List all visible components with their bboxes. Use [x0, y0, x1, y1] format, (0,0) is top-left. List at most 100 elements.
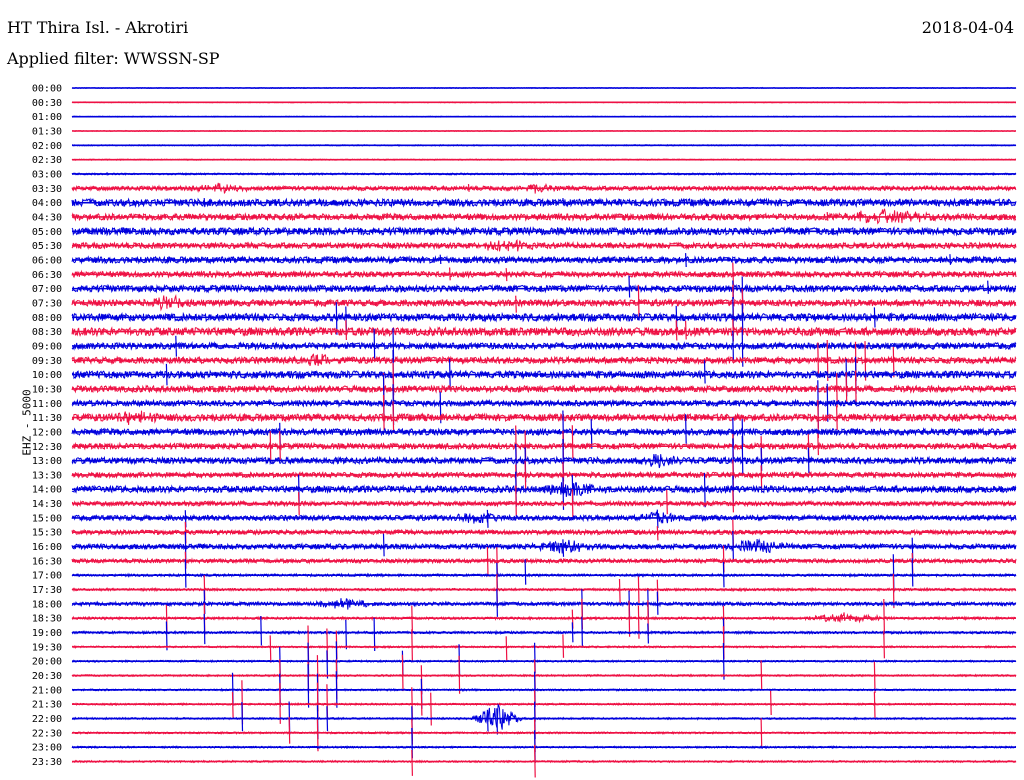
event-spike: [345, 320, 347, 341]
event-spike: [486, 546, 489, 577]
event-spike: [581, 616, 583, 648]
event-spike: [883, 198, 885, 207]
event-spike: [590, 419, 593, 449]
event-spike: [703, 360, 706, 384]
event-spike: [656, 509, 659, 529]
event-spike: [637, 284, 640, 318]
time-label: 18:30: [32, 614, 62, 625]
event-spike: [826, 383, 829, 422]
event-spike: [637, 576, 640, 606]
event-spike: [345, 619, 347, 650]
time-label: 09:00: [32, 341, 62, 352]
time-label: 11:00: [32, 399, 62, 410]
time-label: 22:00: [32, 714, 62, 725]
event-spike: [401, 654, 404, 692]
event-spike: [987, 280, 989, 294]
event-spike: [411, 605, 413, 634]
event-spike: [883, 598, 885, 635]
event-spike: [411, 629, 413, 663]
event-spike: [335, 671, 338, 708]
time-label: 06:30: [32, 270, 62, 281]
event-spike: [656, 591, 659, 615]
event-spike: [817, 342, 819, 376]
event-spike: [732, 330, 734, 361]
trace-line: [71, 482, 1017, 497]
time-label: 20:30: [32, 671, 62, 682]
time-label: 13:00: [32, 456, 62, 467]
time-label: 12:00: [32, 427, 62, 438]
trace-line: [71, 612, 1016, 624]
event-spike: [326, 650, 329, 679]
time-label: 20:00: [32, 657, 62, 668]
event-spike: [685, 253, 687, 268]
event-spike: [807, 447, 810, 474]
event-spike: [628, 275, 631, 298]
event-spike: [382, 533, 385, 557]
time-label: 22:30: [32, 728, 62, 739]
time-label: 14:30: [32, 499, 62, 510]
event-spike: [505, 636, 508, 662]
event-spike: [675, 320, 678, 341]
event-spike: [165, 621, 168, 651]
time-label: 19:30: [32, 642, 62, 653]
event-spike: [165, 296, 168, 309]
time-label: 10:30: [32, 384, 62, 395]
time-label: 23:30: [32, 757, 62, 768]
event-spike: [279, 683, 281, 724]
time-label: 04:30: [32, 212, 62, 223]
event-spike: [656, 526, 659, 541]
event-spike: [231, 691, 234, 718]
trace-line: [71, 453, 1017, 469]
event-spike: [298, 492, 300, 516]
event-spike: [515, 485, 517, 517]
trace-line: [71, 341, 1017, 351]
time-label: 17:30: [32, 585, 62, 596]
event-spike: [873, 213, 876, 221]
event-spike: [524, 559, 527, 585]
time-label: 16:00: [32, 542, 62, 553]
event-spike: [817, 433, 819, 456]
event-spike: [534, 744, 536, 778]
event-spike: [515, 295, 517, 313]
event-spike: [439, 254, 442, 265]
event-spike: [628, 600, 631, 637]
event-spike: [467, 184, 470, 192]
time-label: 17:00: [32, 571, 62, 582]
time-label: 05:30: [32, 241, 62, 252]
event-spike: [382, 394, 385, 431]
time-label: 00:30: [32, 98, 62, 109]
trace-line: [71, 353, 1017, 367]
event-spike: [685, 320, 687, 340]
event-spike: [770, 690, 772, 716]
time-label: 11:30: [32, 413, 62, 424]
event-spike: [326, 706, 329, 732]
event-spike: [760, 660, 763, 690]
time-label: 08:30: [32, 327, 62, 338]
trace-line: [71, 197, 1017, 209]
event-spike: [618, 578, 621, 604]
time-label: 16:30: [32, 556, 62, 567]
event-spike: [741, 435, 744, 476]
event-spike: [703, 472, 706, 508]
event-spike: [562, 539, 565, 557]
event-spike: [892, 346, 895, 378]
event-spike: [883, 630, 885, 659]
event-spike: [873, 307, 876, 328]
event-spike: [732, 490, 734, 513]
time-label: 23:00: [32, 743, 62, 754]
event-spike: [458, 655, 461, 694]
event-spike: [269, 430, 272, 463]
event-spike: [949, 254, 952, 265]
event-spike: [845, 372, 848, 402]
event-spike: [288, 716, 291, 744]
filter-label: Applied filter: WWSSN-SP: [7, 49, 220, 68]
trace-line: [71, 441, 1017, 451]
event-spike: [175, 335, 177, 357]
event-spike: [722, 561, 725, 588]
time-label: 07:30: [32, 298, 62, 309]
event-spike: [203, 198, 206, 207]
event-spike: [486, 509, 489, 528]
event-spike: [486, 709, 489, 732]
event-spike: [165, 186, 168, 192]
time-label: 12:30: [32, 442, 62, 453]
